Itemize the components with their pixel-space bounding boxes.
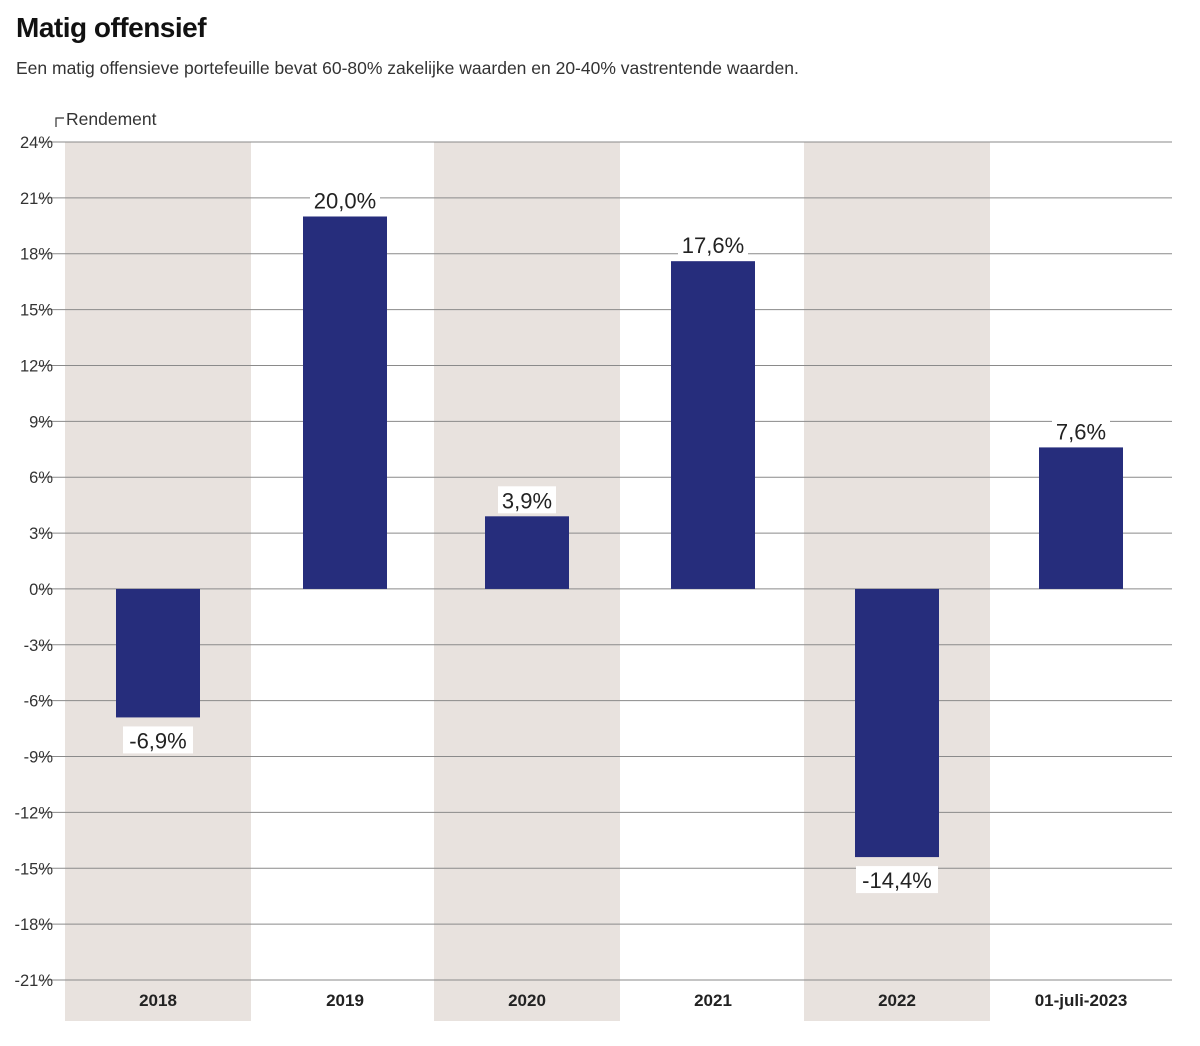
value-label: -6,9% (129, 728, 186, 753)
category-label: 2022 (878, 991, 916, 1010)
value-label-bg (498, 486, 556, 514)
bars (116, 216, 1123, 858)
value-label: 20,0% (314, 188, 376, 213)
y-tick-label: -15% (14, 860, 53, 878)
y-tick-label: 9% (29, 413, 53, 431)
value-label: 17,6% (682, 233, 744, 258)
y-tick-label: 21% (20, 190, 53, 208)
y-tick-label: -18% (14, 916, 53, 934)
y-tick-label: 3% (29, 525, 53, 543)
value-label-bg (678, 231, 748, 259)
bar (671, 261, 755, 589)
y-tick-label: 18% (20, 246, 53, 264)
bar (485, 516, 569, 589)
y-axis-ticks: 24% 21% 18% 15% 12% 9% 6% 3% 0% -3% -6% -9% -12% -15%… (14, 134, 53, 990)
value-label-bg (856, 866, 938, 894)
column-shade (65, 142, 251, 1021)
value-labels: -6,9% 20,0% 3,9% 17,6% -14,4% 7,6% (123, 186, 1110, 894)
y-tick-label: -12% (14, 804, 53, 822)
value-label-bg (310, 186, 380, 214)
bar (855, 588, 939, 858)
gridlines (38, 141, 1172, 981)
y-axis-label-group: Rendement (55, 109, 157, 129)
value-label: 3,9% (502, 488, 552, 513)
y-tick-label: 6% (29, 469, 53, 487)
category-label: 2019 (326, 991, 364, 1010)
bar (303, 216, 387, 589)
category-label: 01-juli-2023 (1035, 991, 1128, 1010)
value-label: -14,4% (862, 868, 932, 893)
category-labels: 2018 2019 2020 2021 2022 01-juli-2023 (139, 991, 1127, 1010)
y-tick-label: -9% (24, 749, 54, 767)
value-label: 7,6% (1056, 419, 1106, 444)
value-label-bg (123, 726, 193, 754)
y-tick-label: 24% (20, 134, 53, 152)
category-label: 2021 (694, 991, 732, 1010)
bar (1039, 447, 1123, 589)
y-tick-label: 15% (20, 302, 53, 320)
y-axis-label: Rendement (66, 109, 157, 129)
chart-subtitle: Een matig offensieve portefeuille bevat … (16, 58, 799, 78)
y-axis-label-bracket (55, 117, 64, 127)
y-tick-label: -3% (24, 637, 54, 655)
bar (116, 588, 200, 718)
chart-title: Matig offensief (16, 12, 207, 43)
category-label: 2018 (139, 991, 177, 1010)
y-tick-label: -21% (14, 972, 53, 990)
value-label-bg (1052, 417, 1110, 445)
y-tick-label: 0% (29, 581, 53, 599)
y-tick-label: 12% (20, 357, 53, 375)
category-label: 2020 (508, 991, 546, 1010)
y-tick-label: -6% (24, 693, 54, 711)
